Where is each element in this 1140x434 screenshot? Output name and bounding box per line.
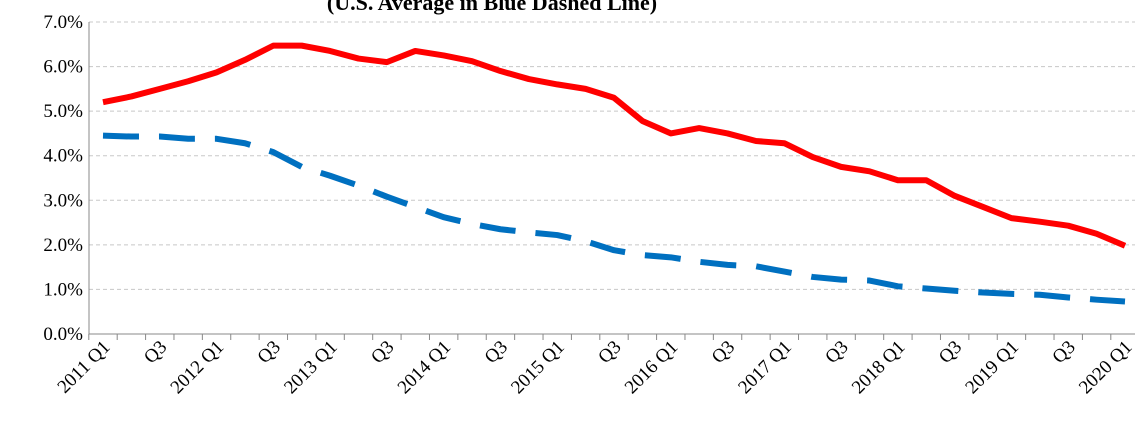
x-tick-label: 2011 Q1 [54, 337, 115, 398]
y-tick-label: 4.0% [43, 146, 83, 167]
y-tick-label: 5.0% [43, 101, 83, 122]
x-tick-label: 2014 Q1 [394, 337, 456, 399]
y-tick-label: 7.0% [43, 12, 83, 33]
series-line [102, 132, 1126, 305]
series-line [102, 42, 1127, 249]
x-tick-label: 2019 Q1 [961, 337, 1023, 399]
x-tick-label: Q3 [254, 337, 285, 368]
x-tick-label: Q3 [367, 337, 398, 368]
x-tick-label: 2020 Q1 [1075, 337, 1137, 399]
x-tick-label: Q3 [140, 337, 171, 368]
x-tick-label: 2016 Q1 [621, 337, 683, 399]
x-tick-label: Q3 [821, 337, 852, 368]
x-tick-label: Q3 [481, 337, 512, 368]
x-tick-label: 2017 Q1 [734, 337, 796, 399]
x-tick-label: 2018 Q1 [848, 337, 910, 399]
x-tick-label: 2012 Q1 [167, 337, 229, 399]
y-tick-label: 3.0% [43, 190, 83, 211]
y-tick-label: 1.0% [43, 279, 83, 300]
y-tick-label: 6.0% [43, 57, 83, 78]
y-tick-label: 0.0% [43, 324, 83, 345]
x-tick-label: 2015 Q1 [507, 337, 569, 399]
x-tick-label: 2013 Q1 [280, 337, 342, 399]
chart-subtitle: (U.S. Average in Blue Dashed Line) [327, 0, 657, 15]
x-tick-label: Q3 [708, 337, 739, 368]
x-tick-label: Q3 [935, 337, 966, 368]
x-tick-label: Q3 [1048, 337, 1079, 368]
y-tick-label: 2.0% [43, 235, 83, 256]
x-tick-label: Q3 [594, 337, 625, 368]
